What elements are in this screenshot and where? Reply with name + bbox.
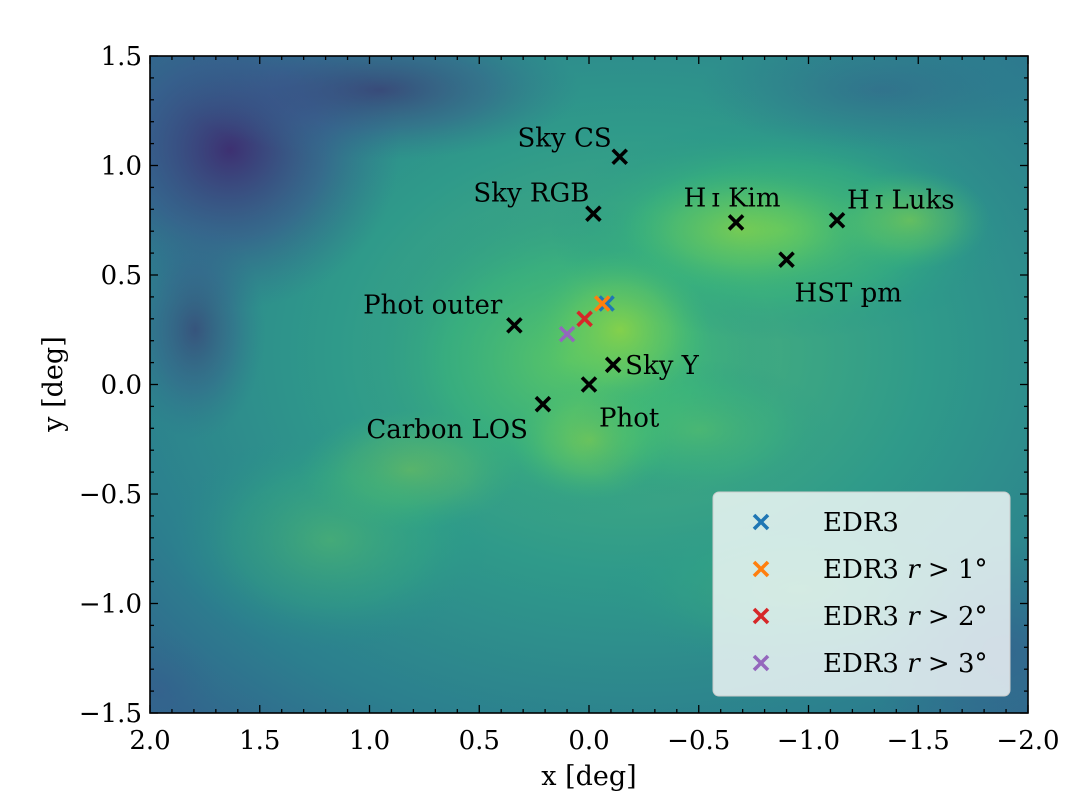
legend-label-2: EDR3 r > 2° [823, 602, 988, 632]
label-sky-rgb: Sky RGB [473, 179, 589, 209]
x-tick-label: 1.5 [239, 726, 280, 756]
label-hi-kim: H ɪ Kim [684, 183, 781, 213]
y-tick-label: −1.5 [79, 699, 142, 729]
y-tick-label: 1.5 [101, 42, 142, 72]
marker-sky-cs [611, 148, 629, 166]
x-tick-label: −1.0 [777, 726, 840, 756]
legend-marker-2 [752, 607, 770, 625]
x-tick-label: −1.5 [887, 726, 950, 756]
x-tick-label: 1.0 [349, 726, 390, 756]
y-axis-label: y [deg] [38, 336, 69, 432]
label-sky-y: Sky Y [625, 351, 700, 381]
legend-box [712, 491, 1011, 697]
label-phot-outer: Phot outer [363, 290, 503, 320]
label-carbon-los: Carbon LOS [366, 415, 528, 445]
legend-label-0: EDR3 [823, 508, 899, 538]
legend: EDR3 EDR3 r > 1° EDR3 r > 2° EDR3 r > 3° [712, 491, 1011, 697]
tick-labels: 2.0 1.5 1.0 0.5 0.0 −0.5 −1.0 −1.5 −2.0 1.5 1.0 0.5… [79, 42, 1060, 756]
label-phot: Phot [599, 404, 660, 434]
x-tick-label: 0.5 [459, 726, 500, 756]
marker-hi-luks [828, 211, 846, 229]
series-point-2 [576, 310, 593, 328]
marker-hst-pm [778, 251, 795, 268]
label-sky-cs: Sky CS [517, 124, 611, 154]
label-hi-luks: H ɪ Luks [847, 185, 955, 215]
series-markers [558, 295, 615, 343]
x-tick-label: 2.0 [129, 726, 170, 756]
legend-marker-3 [752, 654, 770, 672]
y-tick-label: 0.5 [101, 261, 142, 291]
label-hst-pm: HST pm [795, 279, 902, 309]
marker-carbon-los [534, 395, 552, 413]
x-tick-label: −2.0 [996, 726, 1059, 756]
y-tick-label: −1.0 [79, 590, 142, 620]
legend-marker-1 [752, 560, 770, 578]
marker-hi-kim [727, 214, 745, 231]
legend-label-1: EDR3 r > 1° [823, 555, 988, 585]
y-tick-label: 1.0 [101, 152, 142, 182]
marker-sky-y [604, 356, 622, 374]
series-point-1 [593, 295, 611, 312]
annotation-labels: Sky CS Sky RGB H ɪ Kim H ɪ Luks HST pm Phot o… [363, 124, 955, 445]
series-point-0 [598, 295, 615, 312]
legend-marker-0 [752, 513, 770, 531]
marker-phot [580, 376, 598, 393]
annotation-markers [506, 148, 846, 413]
marker-sky-rgb [585, 205, 602, 222]
x-axis-label: x [deg] [541, 761, 636, 792]
x-tick-label: 0.0 [568, 726, 609, 756]
legend-label-3: EDR3 r > 3° [823, 649, 988, 679]
x-tick-label: −0.5 [667, 726, 730, 756]
axis-ticks [149, 55, 1029, 714]
series-point-3 [558, 325, 576, 343]
y-tick-label: −0.5 [79, 480, 142, 510]
y-tick-label: 0.0 [101, 371, 142, 401]
marker-phot-outer [506, 317, 523, 334]
